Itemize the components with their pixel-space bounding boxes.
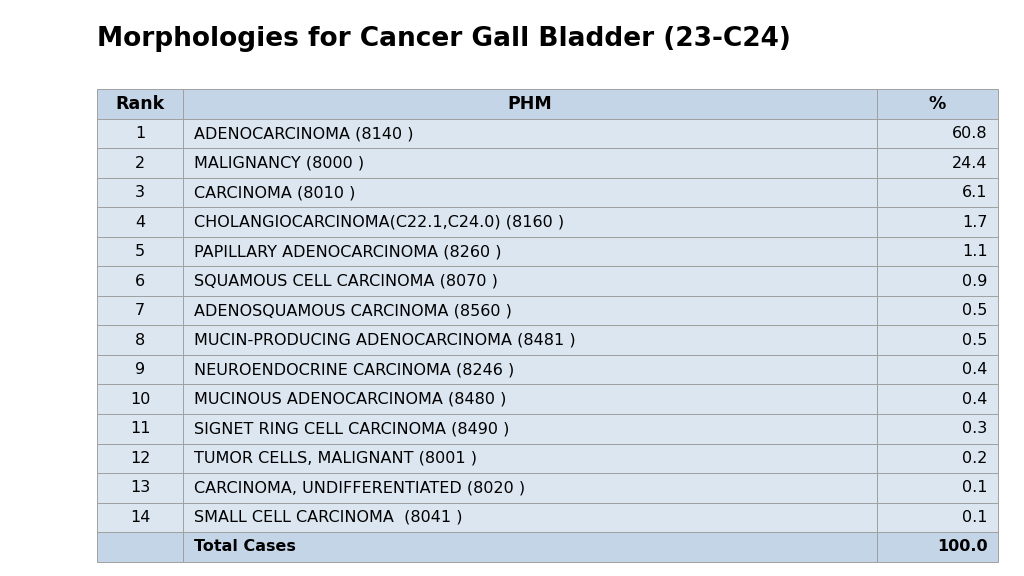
- Text: 0.5: 0.5: [963, 333, 987, 348]
- Text: 0.2: 0.2: [963, 451, 987, 466]
- Text: MALIGNANCY (8000 ): MALIGNANCY (8000 ): [194, 156, 364, 170]
- Bar: [877, 385, 998, 414]
- Text: SMALL CELL CARCINOMA  (8041 ): SMALL CELL CARCINOMA (8041 ): [194, 510, 462, 525]
- Bar: [877, 414, 998, 444]
- Bar: [877, 296, 998, 325]
- Bar: [183, 207, 877, 237]
- Bar: [97, 267, 183, 296]
- Bar: [877, 178, 998, 207]
- Bar: [877, 532, 998, 562]
- Bar: [183, 296, 877, 325]
- Text: ADENOCARCINOMA (8140 ): ADENOCARCINOMA (8140 ): [194, 126, 414, 141]
- Bar: [877, 237, 998, 267]
- Text: 24.4: 24.4: [952, 156, 987, 170]
- Text: 13: 13: [130, 480, 151, 495]
- Bar: [97, 325, 183, 355]
- Text: 2: 2: [135, 156, 145, 170]
- Text: 1.7: 1.7: [963, 215, 987, 230]
- Bar: [97, 532, 183, 562]
- Text: 0.4: 0.4: [963, 362, 987, 377]
- Text: 5: 5: [135, 244, 145, 259]
- Bar: [183, 325, 877, 355]
- Text: CARCINOMA, UNDIFFERENTIATED (8020 ): CARCINOMA, UNDIFFERENTIATED (8020 ): [194, 480, 525, 495]
- Text: 0.9: 0.9: [963, 274, 987, 289]
- Text: 14: 14: [130, 510, 151, 525]
- Bar: [97, 296, 183, 325]
- Bar: [183, 355, 877, 385]
- Bar: [877, 207, 998, 237]
- Text: PAPILLARY ADENOCARCINOMA (8260 ): PAPILLARY ADENOCARCINOMA (8260 ): [194, 244, 501, 259]
- Bar: [183, 267, 877, 296]
- Bar: [183, 414, 877, 444]
- Text: 3: 3: [135, 185, 145, 200]
- Text: 0.1: 0.1: [963, 510, 987, 525]
- Bar: [877, 267, 998, 296]
- Bar: [97, 89, 183, 119]
- Text: 4: 4: [135, 215, 145, 230]
- Text: 1.1: 1.1: [962, 244, 987, 259]
- Text: 0.1: 0.1: [963, 480, 987, 495]
- Bar: [97, 237, 183, 267]
- Bar: [183, 178, 877, 207]
- Bar: [877, 444, 998, 473]
- Text: 60.8: 60.8: [952, 126, 987, 141]
- Bar: [97, 502, 183, 532]
- Text: 8: 8: [135, 333, 145, 348]
- Bar: [97, 207, 183, 237]
- Text: NEUROENDOCRINE CARCINOMA (8246 ): NEUROENDOCRINE CARCINOMA (8246 ): [194, 362, 514, 377]
- Text: 12: 12: [130, 451, 151, 466]
- Text: 9: 9: [135, 362, 145, 377]
- Bar: [183, 149, 877, 178]
- Text: CHOLANGIOCARCINOMA(C22.1,C24.0) (8160 ): CHOLANGIOCARCINOMA(C22.1,C24.0) (8160 ): [194, 215, 564, 230]
- Text: 0.5: 0.5: [963, 303, 987, 318]
- Bar: [877, 502, 998, 532]
- Bar: [97, 178, 183, 207]
- Text: 11: 11: [130, 421, 151, 436]
- Bar: [183, 89, 877, 119]
- Bar: [183, 385, 877, 414]
- Bar: [183, 473, 877, 502]
- Text: ADENOSQUAMOUS CARCINOMA (8560 ): ADENOSQUAMOUS CARCINOMA (8560 ): [194, 303, 512, 318]
- Text: MUCIN-PRODUCING ADENOCARCINOMA (8481 ): MUCIN-PRODUCING ADENOCARCINOMA (8481 ): [194, 333, 575, 348]
- Bar: [877, 149, 998, 178]
- Bar: [183, 444, 877, 473]
- Text: 10: 10: [130, 392, 151, 407]
- Text: 100.0: 100.0: [937, 539, 987, 554]
- Bar: [877, 119, 998, 149]
- Text: TUMOR CELLS, MALIGNANT (8001 ): TUMOR CELLS, MALIGNANT (8001 ): [194, 451, 477, 466]
- Text: Morphologies for Cancer Gall Bladder (23-C24): Morphologies for Cancer Gall Bladder (23…: [97, 26, 792, 52]
- Bar: [183, 502, 877, 532]
- Text: 6: 6: [135, 274, 145, 289]
- Text: PHM: PHM: [508, 95, 552, 113]
- Bar: [97, 444, 183, 473]
- Text: SIGNET RING CELL CARCINOMA (8490 ): SIGNET RING CELL CARCINOMA (8490 ): [194, 421, 509, 436]
- Bar: [97, 473, 183, 502]
- Bar: [97, 149, 183, 178]
- Text: CARCINOMA (8010 ): CARCINOMA (8010 ): [194, 185, 355, 200]
- Bar: [97, 355, 183, 385]
- Bar: [97, 414, 183, 444]
- Text: SQUAMOUS CELL CARCINOMA (8070 ): SQUAMOUS CELL CARCINOMA (8070 ): [194, 274, 498, 289]
- Bar: [97, 385, 183, 414]
- Text: Rank: Rank: [116, 95, 165, 113]
- Bar: [183, 237, 877, 267]
- Bar: [97, 119, 183, 149]
- Text: %: %: [929, 95, 946, 113]
- Text: 7: 7: [135, 303, 145, 318]
- Text: Total Cases: Total Cases: [194, 539, 296, 554]
- Text: MUCINOUS ADENOCARCINOMA (8480 ): MUCINOUS ADENOCARCINOMA (8480 ): [194, 392, 506, 407]
- Bar: [183, 119, 877, 149]
- Bar: [877, 355, 998, 385]
- Text: 0.4: 0.4: [963, 392, 987, 407]
- Bar: [183, 532, 877, 562]
- Bar: [877, 325, 998, 355]
- Text: 0.3: 0.3: [963, 421, 987, 436]
- Bar: [877, 473, 998, 502]
- Text: 1: 1: [135, 126, 145, 141]
- Text: 6.1: 6.1: [963, 185, 987, 200]
- Bar: [877, 89, 998, 119]
